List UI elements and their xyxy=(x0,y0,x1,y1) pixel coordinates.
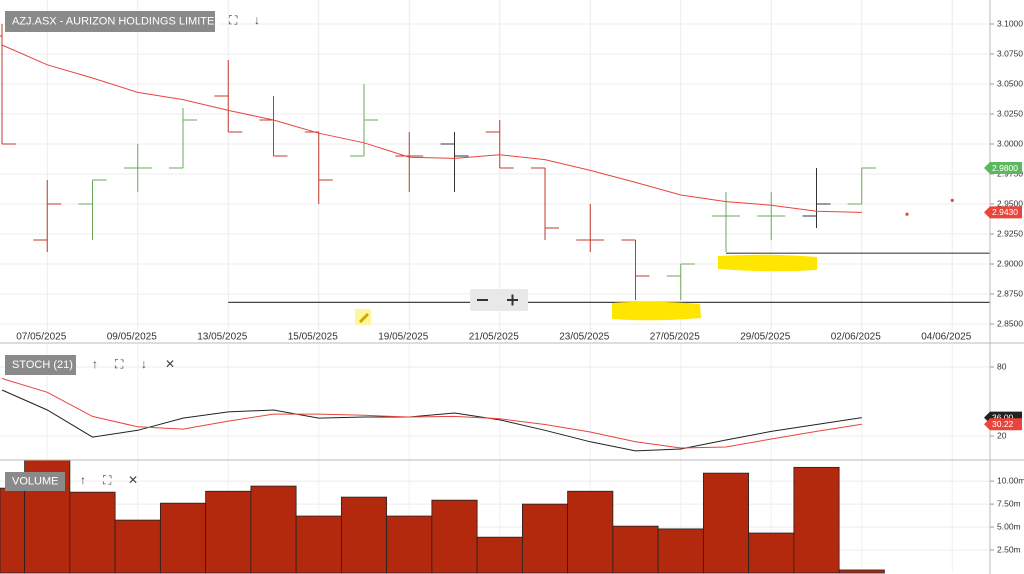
stoch-badge xyxy=(5,355,76,375)
chart-title: AZJ.ASX - AURIZON HOLDINGS LIMITED xyxy=(12,15,222,27)
y-tick-label: 2.50m xyxy=(997,544,1021,554)
volume-bar xyxy=(567,490,614,574)
volume-bar xyxy=(0,487,26,574)
y-tick-label: 10.00m xyxy=(997,475,1024,485)
price-tag-label: 2.9800 xyxy=(992,163,1018,173)
maximize-icon[interactable]: ⛶ xyxy=(102,473,112,487)
price-tag xyxy=(984,162,1022,174)
volume-bar xyxy=(748,532,795,574)
y-tick-label: 3.0750 xyxy=(997,48,1023,58)
x-tick-label: 04/06/2025 xyxy=(921,332,971,343)
price-tag-label: 2.9430 xyxy=(992,207,1018,217)
price-tag xyxy=(984,206,1022,219)
x-tick-label: 07/05/2025 xyxy=(16,332,66,343)
volume-bar xyxy=(476,536,523,574)
volume-bar xyxy=(205,490,252,574)
maximize-icon[interactable]: ⛶ xyxy=(228,13,238,27)
forecast-dot xyxy=(950,198,954,202)
x-tick-label: 15/05/2025 xyxy=(288,332,338,343)
y-tick-label: 20 xyxy=(997,430,1007,440)
moving-average xyxy=(1,44,862,213)
x-tick-label: 21/05/2025 xyxy=(469,332,519,343)
y-tick-label: 5.00m xyxy=(997,521,1021,531)
volume-bar xyxy=(838,569,885,574)
y-tick-label: 3.0500 xyxy=(997,78,1023,88)
y-tick-label: 3.1000 xyxy=(997,18,1023,28)
volume-bar xyxy=(159,502,207,574)
down-icon[interactable]: ↓ xyxy=(141,357,147,371)
stoch-line xyxy=(1,378,862,449)
stoch-line xyxy=(1,389,862,452)
x-tick-label: 13/05/2025 xyxy=(197,332,247,343)
close-icon[interactable]: ✕ xyxy=(128,473,138,487)
volume-bar xyxy=(250,485,297,574)
volume-bar xyxy=(386,515,433,574)
y-tick-label: 3.0250 xyxy=(997,108,1023,118)
volume-title: VOLUME xyxy=(12,475,58,487)
up-icon[interactable]: ↑ xyxy=(80,473,86,487)
forecast-dot xyxy=(905,212,909,216)
price-tag-label: 30.22 xyxy=(992,419,1014,429)
title-badge xyxy=(5,11,215,32)
x-tick-label: 27/05/2025 xyxy=(650,332,700,343)
down-icon[interactable]: ↓ xyxy=(254,13,260,27)
x-tick-label: 19/05/2025 xyxy=(378,332,428,343)
y-tick-label: 3.0000 xyxy=(997,138,1023,148)
price-tag xyxy=(984,418,1022,431)
volume-bar xyxy=(295,515,342,574)
close-icon[interactable]: ✕ xyxy=(165,357,175,371)
y-tick-label: 80 xyxy=(997,361,1007,371)
volume-bar xyxy=(612,525,659,574)
volume-bar xyxy=(657,528,704,574)
up-icon[interactable]: ↑ xyxy=(92,357,98,371)
volume-header: VOLUME ↑ ⛶ ✕ xyxy=(5,472,138,491)
volume-bar xyxy=(702,472,750,574)
zoom-in-bar xyxy=(511,294,514,306)
volume-bar xyxy=(793,466,840,574)
x-tick-label: 09/05/2025 xyxy=(107,332,157,343)
x-tick-label: 29/05/2025 xyxy=(740,332,790,343)
volume-bar xyxy=(431,499,478,574)
y-tick-label: 2.8750 xyxy=(997,288,1023,298)
highlight xyxy=(612,301,701,321)
volume-badge xyxy=(5,472,65,491)
volume-bar xyxy=(114,519,161,574)
maximize-icon[interactable]: ⛶ xyxy=(114,357,124,371)
stoch-title: STOCH (21) xyxy=(12,359,73,371)
y-tick-label: 2.9000 xyxy=(997,258,1023,268)
volume-bar xyxy=(69,491,116,574)
x-tick-label: 02/06/2025 xyxy=(831,332,881,343)
zoom-out[interactable] xyxy=(477,299,488,301)
volume-bar xyxy=(521,503,569,574)
y-tick-label: 2.8500 xyxy=(997,318,1023,328)
volume-bar xyxy=(340,496,388,574)
y-tick-label: 7.50m xyxy=(997,498,1021,508)
y-tick-label: 2.9250 xyxy=(997,228,1023,238)
x-tick-label: 23/05/2025 xyxy=(559,332,609,343)
highlight xyxy=(718,254,817,272)
y-tick-label: 2.9500 xyxy=(997,198,1023,208)
price-tag-label: 36.00 xyxy=(992,412,1014,422)
pencil-glyph xyxy=(359,313,369,323)
